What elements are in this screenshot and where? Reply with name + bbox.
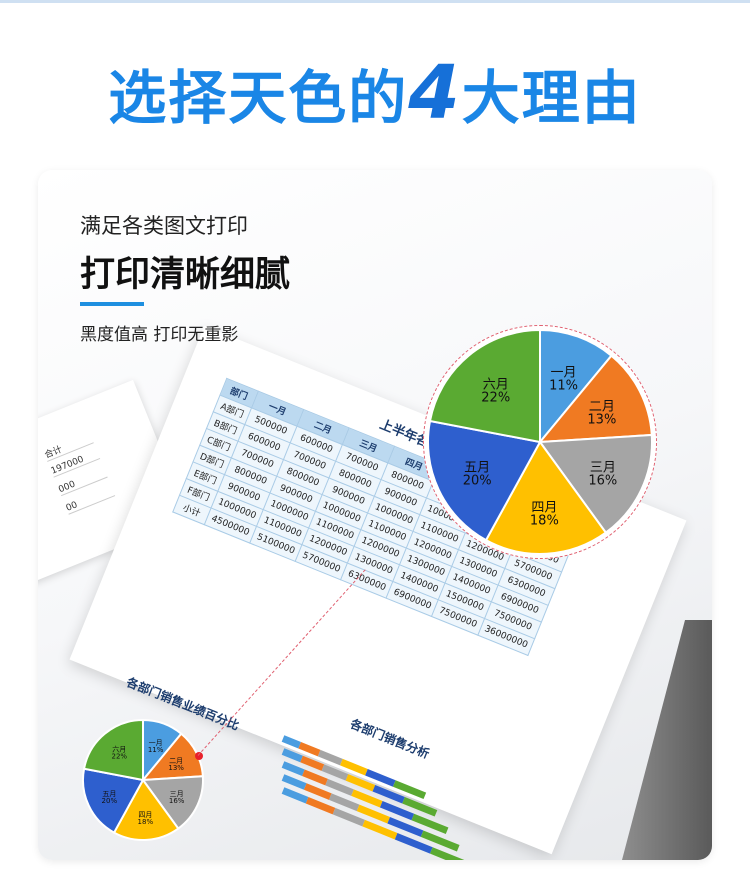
top-border <box>0 0 750 3</box>
title-underline <box>80 302 144 306</box>
pie-percent-label: 13% <box>168 764 184 772</box>
headline-text-end: 大理由 <box>461 64 642 132</box>
pie-category-label: 一月 <box>551 366 577 381</box>
printer-edge <box>622 620 712 860</box>
pie-percent-label: 22% <box>481 390 510 405</box>
pie-slice-4 <box>484 440 608 555</box>
pie-slice-1 <box>539 328 613 445</box>
pie-slice-4 <box>112 778 180 841</box>
pie-percent-label: 13% <box>587 412 616 427</box>
pie-slice-2 <box>537 354 653 444</box>
pie-category-label: 二月 <box>589 399 615 414</box>
pie-slice-3 <box>538 433 653 535</box>
pie-percent-label: 20% <box>102 797 118 805</box>
pie-slice-5 <box>82 767 145 834</box>
card-description: 黑度值高 打印无重影 <box>80 325 239 345</box>
bar-segment <box>298 741 321 757</box>
headline: 选择天色的4大理由 <box>0 56 750 133</box>
pie-category-label: 六月 <box>483 377 509 392</box>
card-title: 打印清晰细腻 <box>80 255 291 295</box>
pie-category-label: 二月 <box>169 757 183 765</box>
pie-percent-label: 18% <box>530 513 559 528</box>
pie-percent-label: 11% <box>549 379 578 394</box>
headline-text: 选择天色的 <box>108 64 409 132</box>
pie-category-label: 四月 <box>138 811 152 819</box>
pie-slice-3 <box>141 775 204 830</box>
pie-category-label: 五月 <box>102 790 116 798</box>
feature-card: 合计 197000 000 00 上半年各部门销售业绩统计 部门一月二月三月四月… <box>38 170 712 860</box>
pie-category-label: 六月 <box>112 744 126 753</box>
pie-category-label: 三月 <box>170 790 184 798</box>
pie-category-label: 五月 <box>464 461 490 476</box>
pie-percent-label: 11% <box>148 746 164 754</box>
card-subtitle: 满足各类图文打印 <box>80 214 248 238</box>
pie-percent-label: 22% <box>112 752 128 760</box>
pie-percent-label: 16% <box>588 474 617 489</box>
pie-percent-label: 20% <box>463 474 492 489</box>
zoom-point-marker <box>195 752 203 760</box>
pie-slice-5 <box>427 419 542 542</box>
bar-segment <box>281 748 303 763</box>
pie-percent-label: 16% <box>169 797 185 805</box>
stacked-bar-chart <box>281 735 484 860</box>
pie-category-label: 三月 <box>590 461 616 476</box>
pie-category-label: 四月 <box>531 500 557 515</box>
pie-slice-6 <box>82 718 144 782</box>
pie-slice-6 <box>428 328 541 444</box>
pie-category-label: 一月 <box>149 739 163 747</box>
pie-percent-label: 18% <box>138 818 154 826</box>
headline-number: 4 <box>408 50 462 136</box>
magnified-pie-lens: 一月 11% 二月 13% 三月 16% 四月 18% 五月 20% 六月 22% <box>423 325 657 559</box>
